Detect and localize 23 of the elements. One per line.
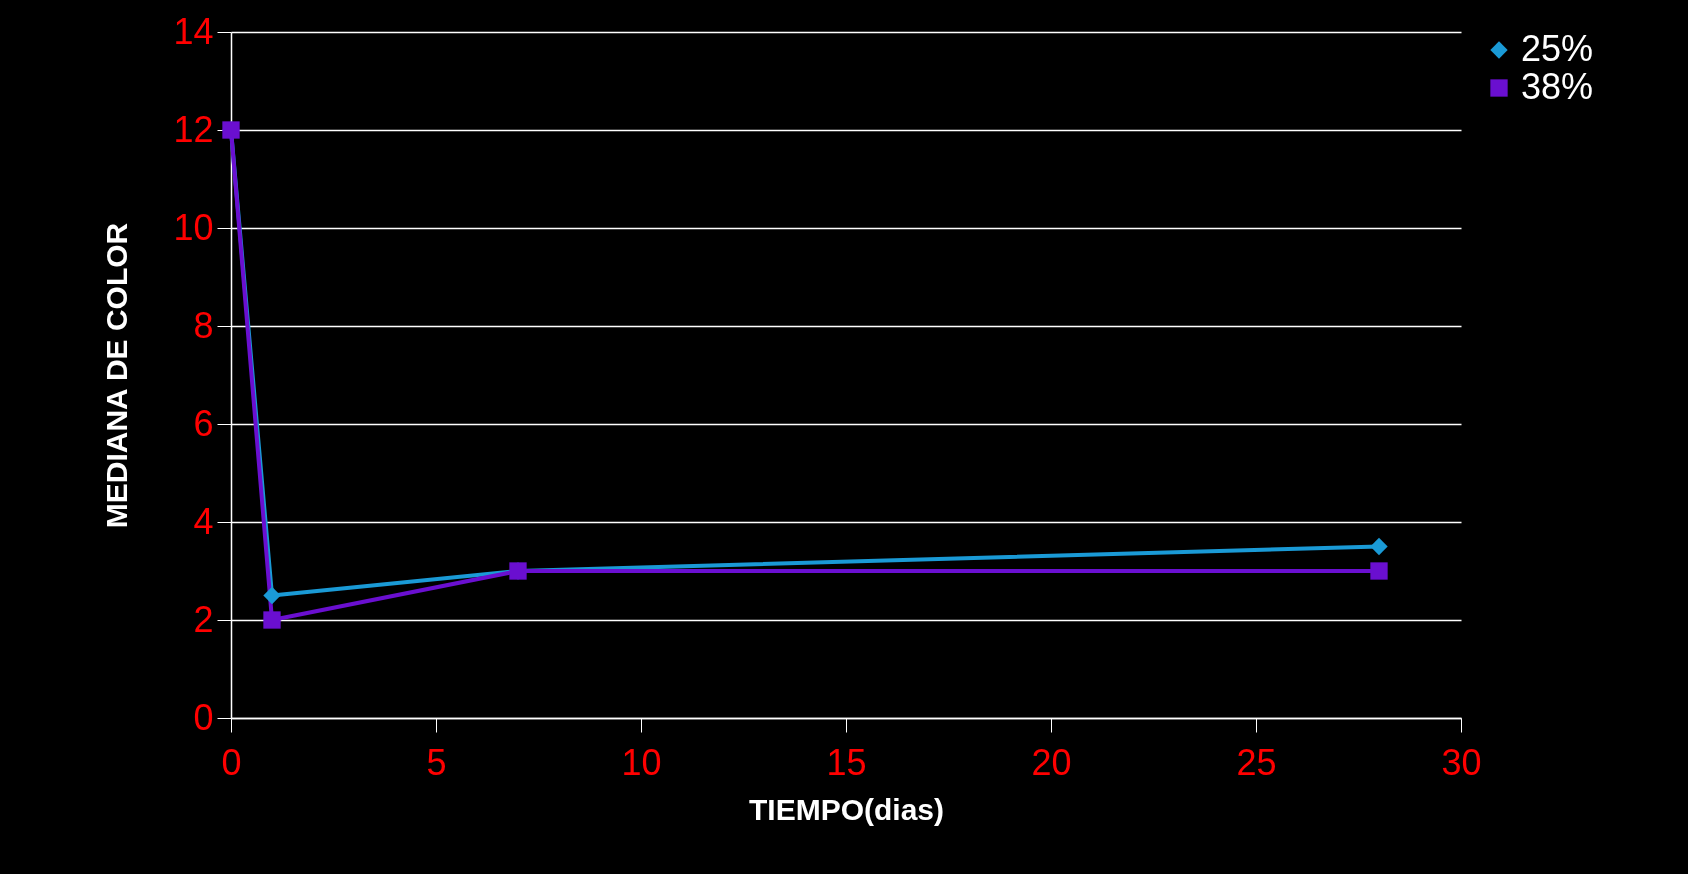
y-tick-label: 4 xyxy=(193,500,214,542)
point xyxy=(1370,537,1388,556)
x-tick-label: 20 xyxy=(1031,741,1072,783)
x-tick-label: 15 xyxy=(826,741,867,783)
x-tick-label: 5 xyxy=(426,741,447,783)
x-tick-label: 10 xyxy=(621,741,662,783)
legend-label: 25% xyxy=(1521,28,1594,69)
legend-label: 38% xyxy=(1521,66,1594,107)
y-axis-title: MEDIANA DE COLOR xyxy=(100,222,134,529)
y-tick-label: 10 xyxy=(173,206,214,248)
x-tick-label: 25 xyxy=(1236,741,1277,783)
y-tick-label: 8 xyxy=(193,304,214,346)
y-tick-label: 2 xyxy=(193,598,214,640)
y-tick-label: 0 xyxy=(193,696,214,738)
y-tick-label: 14 xyxy=(173,10,214,52)
point xyxy=(263,586,281,605)
x-tick-label: 0 xyxy=(221,741,242,783)
y-tick-label: 12 xyxy=(173,108,214,150)
x-tick-label: 30 xyxy=(1441,741,1482,783)
y-tick-label: 6 xyxy=(193,402,214,444)
point xyxy=(1370,562,1388,580)
point xyxy=(263,611,281,629)
x-axis-title: TIEMPO(dias) xyxy=(748,792,945,826)
